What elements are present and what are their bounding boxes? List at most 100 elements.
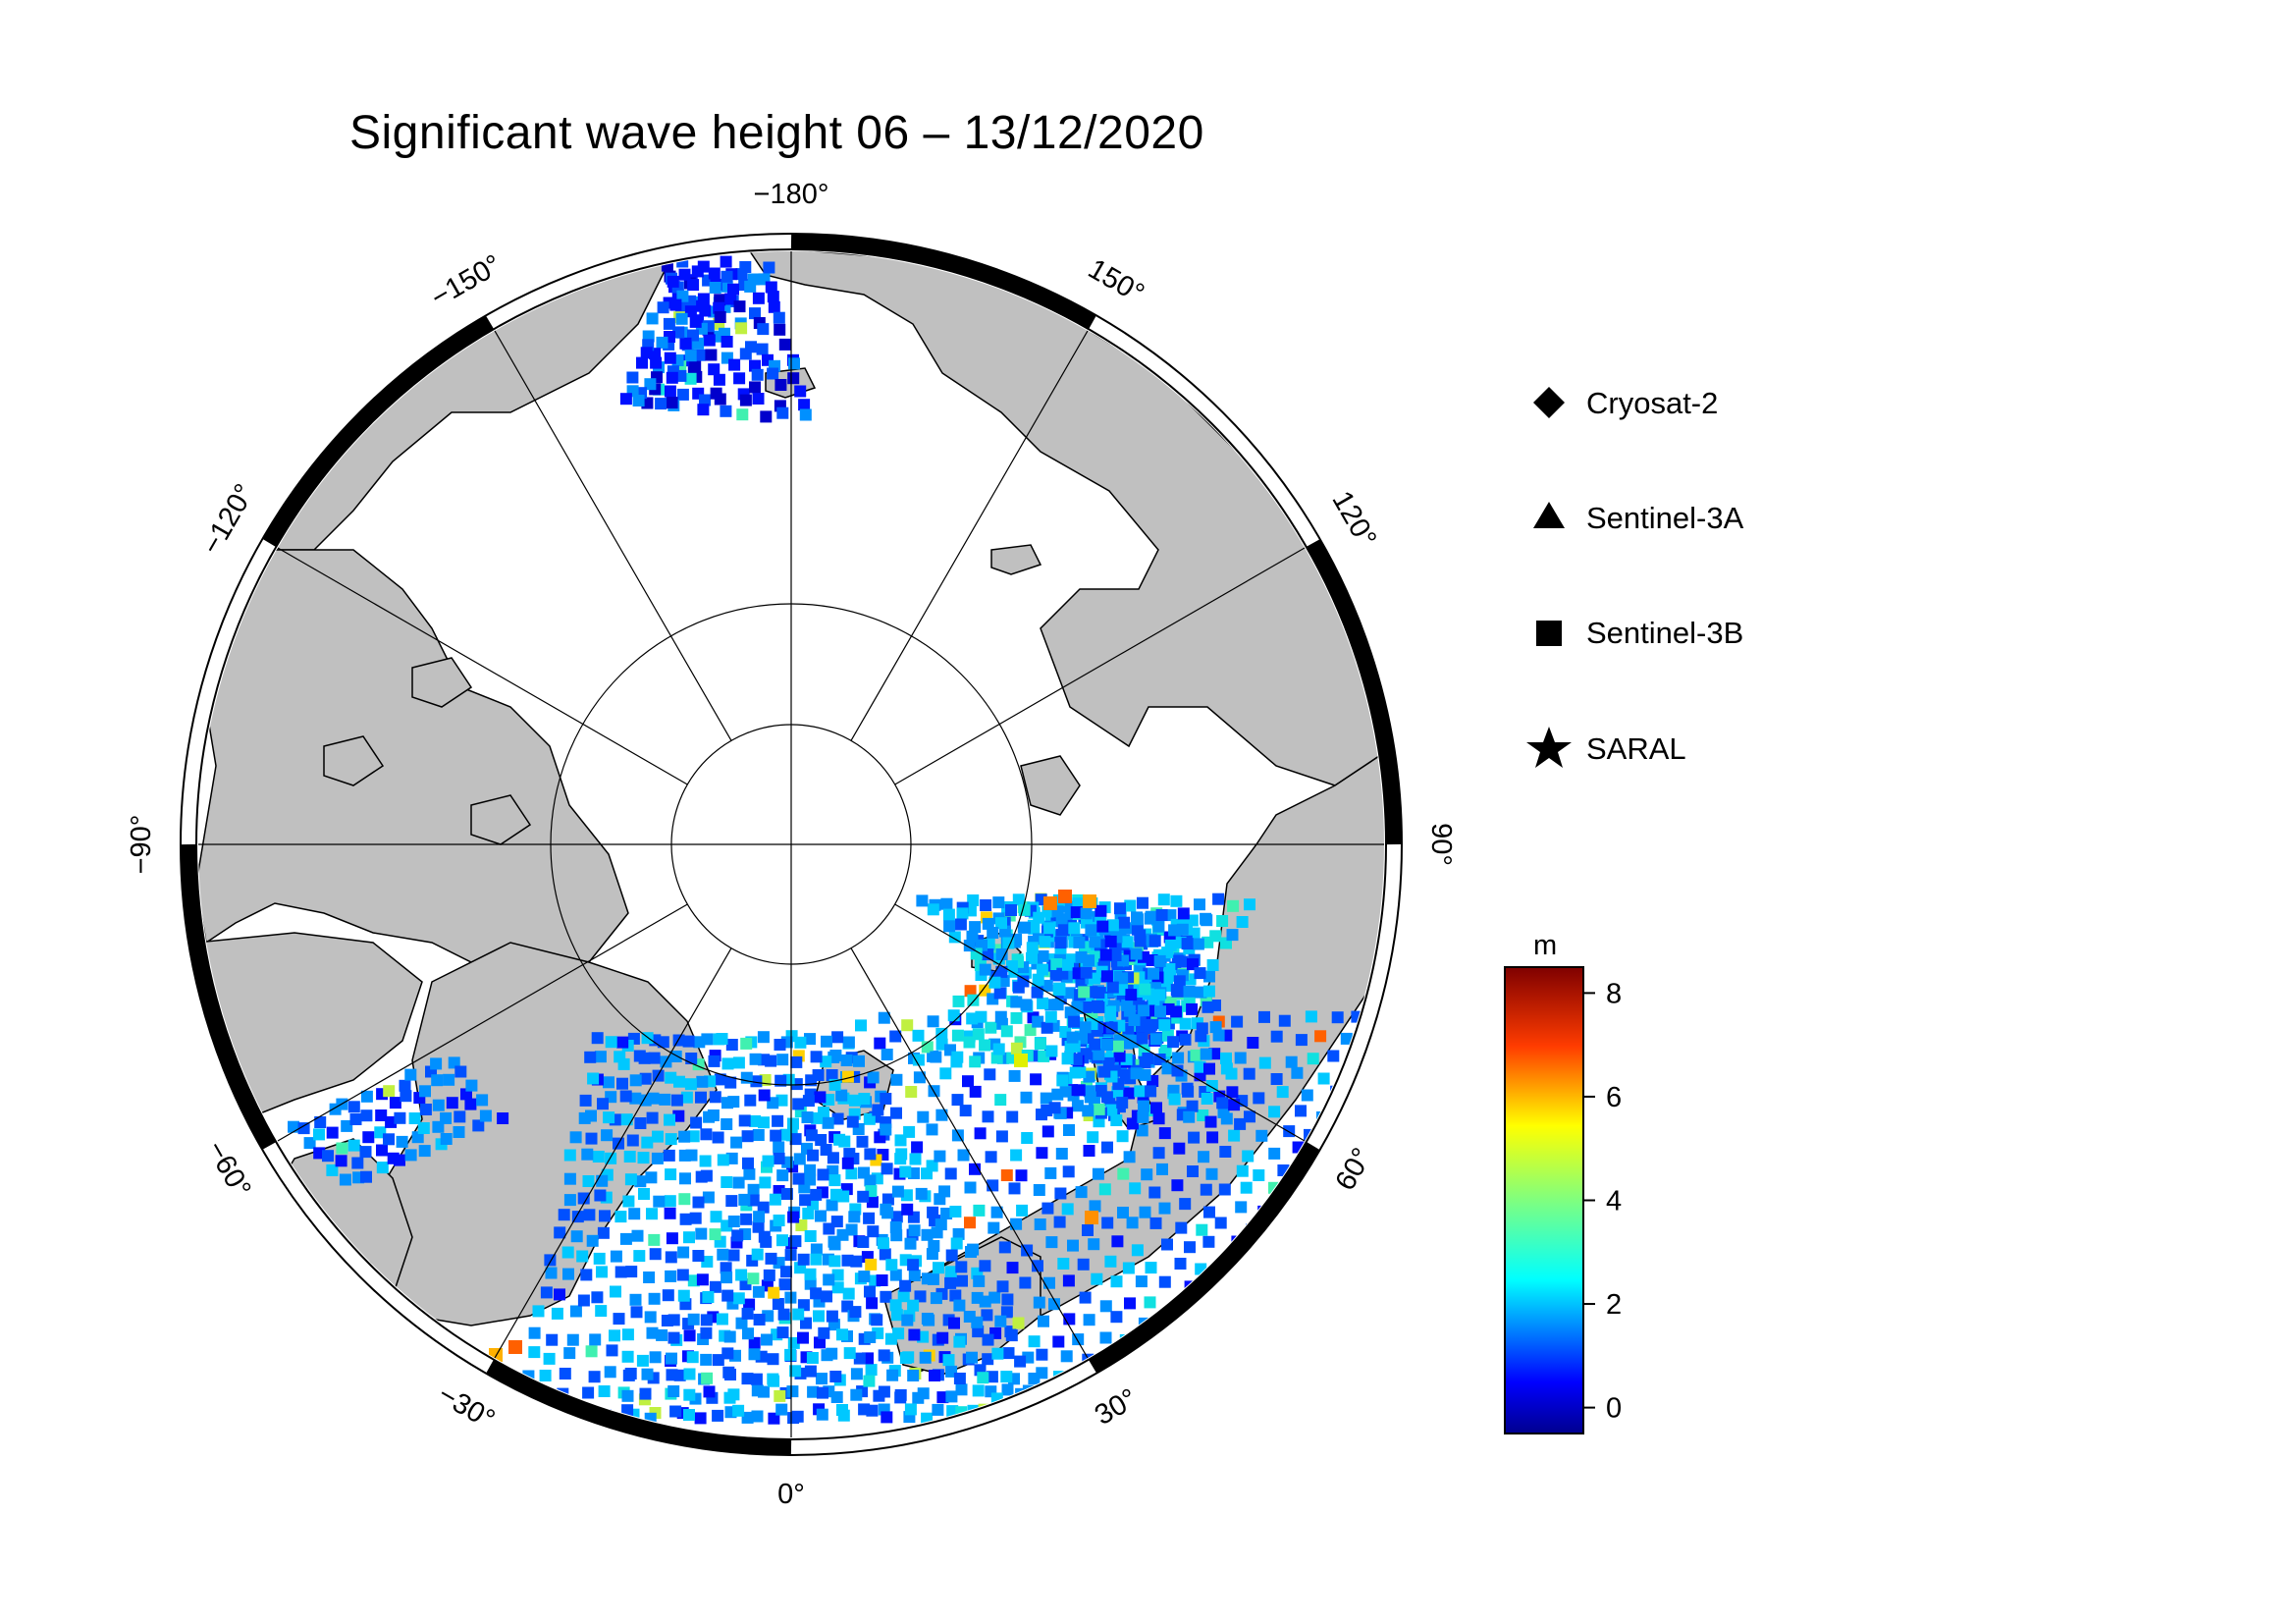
swh-marker — [584, 1051, 597, 1063]
swh-marker — [793, 1153, 806, 1165]
swh-marker — [1208, 1355, 1221, 1368]
swh-marker — [818, 1326, 830, 1339]
swh-marker — [446, 1097, 458, 1109]
swh-marker — [351, 1157, 364, 1169]
swh-marker — [648, 1292, 661, 1305]
swh-marker — [725, 1195, 738, 1208]
swh-marker — [1138, 1100, 1149, 1112]
swh-marker — [1152, 1112, 1165, 1125]
swh-marker — [749, 1053, 762, 1065]
swh-marker — [878, 1237, 889, 1250]
swh-marker — [757, 1201, 770, 1214]
swh-marker — [1172, 1052, 1185, 1064]
swh-marker — [863, 1375, 876, 1387]
swh-marker — [687, 279, 700, 292]
swh-marker — [1093, 1048, 1105, 1060]
swh-marker — [404, 1149, 417, 1162]
swh-marker — [1010, 1149, 1023, 1162]
swh-marker — [709, 282, 721, 294]
swh-marker — [927, 1206, 939, 1218]
swh-marker — [732, 1404, 745, 1417]
swh-marker — [1099, 1331, 1112, 1344]
swh-marker — [1312, 1221, 1325, 1234]
swh-marker — [667, 275, 679, 288]
swh-marker — [569, 1305, 582, 1318]
swh-marker — [576, 1250, 589, 1263]
swh-marker — [740, 1037, 753, 1050]
legend-item-cryosat: Cryosat-2 — [1533, 386, 1718, 420]
swh-marker — [903, 1125, 916, 1138]
swh-marker — [314, 1116, 327, 1128]
swh-marker — [383, 1133, 395, 1146]
swh-marker — [974, 1127, 987, 1140]
meridian-line — [894, 903, 1306, 1142]
swh-marker — [1166, 1372, 1179, 1384]
swh-marker — [886, 1369, 899, 1381]
swh-marker — [646, 312, 659, 325]
swh-marker — [1167, 1036, 1180, 1049]
swh-marker — [1032, 1260, 1043, 1272]
swh-marker — [942, 908, 955, 921]
map-title: Significant wave height 06 – 13/12/2020 — [349, 107, 1204, 159]
swh-marker — [683, 1388, 696, 1401]
swh-marker — [666, 1352, 677, 1365]
swh-marker — [721, 270, 733, 283]
swh-marker — [881, 1049, 893, 1060]
swh-marker — [432, 1099, 445, 1111]
swh-marker — [528, 1346, 541, 1359]
swh-marker — [742, 1327, 754, 1340]
swh-marker — [792, 1172, 805, 1185]
swh-marker — [679, 1213, 692, 1225]
swh-marker — [735, 1269, 748, 1281]
swh-marker — [955, 1261, 968, 1273]
swh-marker — [1026, 942, 1039, 954]
longitude-label: −30° — [433, 1379, 501, 1435]
swh-marker — [797, 1299, 810, 1312]
swh-marker — [1098, 1183, 1111, 1196]
swh-marker — [752, 1220, 765, 1233]
swh-marker — [646, 1111, 659, 1124]
swh-marker — [646, 1326, 659, 1339]
swh-marker — [634, 1117, 647, 1129]
swh-marker — [1061, 1203, 1074, 1216]
swh-marker — [1263, 1261, 1276, 1273]
swh-marker — [686, 1351, 699, 1364]
swh-marker — [1157, 893, 1170, 906]
swh-marker — [1243, 1067, 1255, 1080]
swh-marker — [1212, 1029, 1225, 1042]
swh-marker — [1041, 1125, 1054, 1138]
swh-marker — [679, 1172, 691, 1185]
swh-marker — [817, 1168, 829, 1181]
swh-marker — [288, 1120, 299, 1133]
swh-marker — [748, 1348, 761, 1361]
swh-marker — [899, 1279, 912, 1292]
swh-marker — [1203, 1206, 1215, 1218]
swh-marker — [810, 1287, 823, 1300]
swh-marker — [723, 1330, 736, 1343]
swh-marker — [969, 1085, 982, 1098]
swh-marker — [641, 1368, 654, 1380]
swh-marker — [926, 1160, 938, 1172]
swh-marker — [1054, 1187, 1067, 1200]
swh-marker — [629, 1293, 642, 1306]
swh-marker — [656, 1328, 668, 1341]
swh-marker — [1173, 1142, 1186, 1155]
swh-marker — [1201, 1318, 1213, 1330]
swh-marker — [684, 372, 697, 385]
swh-marker — [1420, 1054, 1432, 1065]
swh-marker — [509, 1408, 522, 1421]
swh-marker — [1220, 1112, 1233, 1125]
swh-marker — [1188, 1404, 1201, 1417]
swh-marker — [874, 1037, 886, 1050]
swh-marker — [1096, 920, 1109, 933]
swh-marker — [1219, 1146, 1232, 1158]
swh-marker — [1038, 1315, 1049, 1327]
swh-marker — [589, 1333, 602, 1346]
swh-marker — [651, 1152, 664, 1164]
swh-marker — [1315, 1180, 1328, 1193]
swh-marker — [1105, 1104, 1118, 1116]
swh-marker — [586, 1234, 599, 1247]
swh-marker — [750, 1075, 763, 1088]
swh-marker — [739, 261, 752, 273]
swh-marker — [889, 1221, 902, 1233]
